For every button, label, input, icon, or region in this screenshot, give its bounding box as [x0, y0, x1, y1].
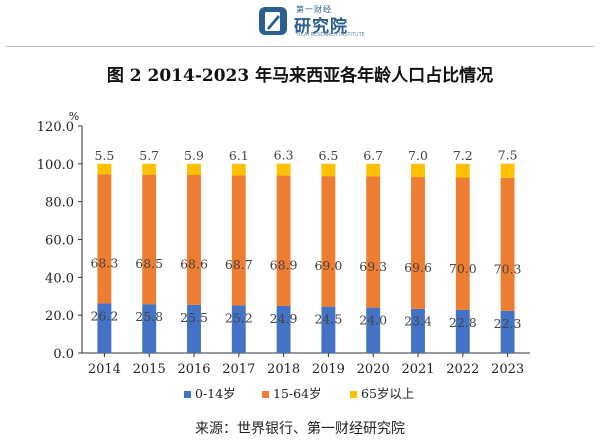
bar-segment	[500, 177, 515, 311]
bar-segment	[321, 306, 336, 353]
bar-segment	[276, 175, 291, 306]
bar-segment	[500, 163, 515, 178]
data-label: 68.9	[270, 257, 298, 272]
data-label: 7.2	[453, 148, 473, 163]
bar-segment	[455, 163, 470, 178]
y-tick-label: 40.0	[45, 271, 74, 286]
bar-segment	[411, 308, 425, 353]
data-label: 7.0	[408, 148, 428, 163]
data-label: 6.7	[363, 148, 383, 163]
bar-segment	[411, 163, 425, 178]
bar-segment	[276, 305, 291, 353]
logo-small-text: 第一财经	[296, 5, 332, 14]
legend-label: 15-64岁	[273, 386, 322, 401]
data-label: 69.0	[314, 258, 342, 273]
x-tick-label: 2014	[88, 362, 121, 377]
header-divider	[6, 46, 594, 47]
x-tick-label: 2021	[401, 362, 434, 377]
bar-segment	[276, 163, 291, 176]
stacked-bar-chart: 0.0 20.0 40.0 60.0 80.0 100.0 120.0% 26.2 68.3 5.…	[37, 110, 530, 401]
yicai-logo: 第一财经 研究院 YICAI RESEARCH INSTITUTE	[256, 2, 376, 40]
data-label: 24.9	[270, 311, 298, 326]
bar-segment	[411, 177, 425, 309]
data-label: 68.5	[135, 256, 163, 271]
y-unit-label: %	[69, 110, 79, 123]
notebook-pen-icon	[259, 7, 287, 35]
bar-segment	[500, 310, 515, 353]
data-label: 5.7	[139, 148, 159, 163]
data-label: 5.5	[94, 148, 114, 163]
bar-segment	[455, 177, 470, 310]
data-label: 68.3	[90, 255, 118, 270]
data-label: 68.6	[180, 256, 208, 271]
legend-label: 65岁以上	[361, 386, 414, 401]
data-label: 22.8	[449, 315, 477, 330]
data-label: 69.3	[359, 259, 387, 274]
data-label: 26.2	[90, 308, 118, 323]
y-tick-label: 120.0	[37, 120, 74, 135]
x-tick-label: 2017	[222, 362, 255, 377]
bar-segment	[97, 174, 112, 304]
y-tick-label: 80.0	[45, 196, 74, 211]
logo-sub-text: YICAI RESEARCH INSTITUTE	[296, 32, 365, 38]
bar-segment	[366, 163, 381, 177]
bar-segment	[231, 163, 246, 176]
x-tick-label: 2022	[446, 362, 479, 377]
data-label: 25.2	[225, 310, 253, 325]
source-note: 来源：世界银行、第一财经研究院	[195, 421, 405, 437]
bar-segment	[97, 163, 112, 175]
x-tick-label: 2016	[177, 362, 210, 377]
data-label: 7.5	[498, 148, 518, 163]
chart-title: 图 2 2014-2023 年马来西亚各年龄人口占比情况	[106, 66, 494, 86]
legend-swatch	[262, 391, 269, 398]
data-label: 25.8	[135, 309, 163, 324]
bar-segment	[321, 163, 336, 177]
data-label: 6.5	[318, 148, 338, 163]
data-label: 68.7	[225, 257, 253, 272]
y-tick-label: 20.0	[45, 309, 74, 324]
y-tick-label: 0.0	[53, 347, 74, 362]
data-label: 22.3	[494, 316, 522, 331]
y-tick-label: 100.0	[37, 158, 74, 173]
bar-segment	[187, 304, 201, 353]
logo-main-text: 研究院	[294, 17, 348, 37]
data-label: 5.9	[184, 148, 204, 163]
data-label: 25.5	[180, 310, 208, 325]
data-label: 69.6	[404, 260, 432, 275]
legend-label: 0-14岁	[195, 386, 236, 401]
x-tick-label: 2015	[133, 362, 166, 377]
legend-swatch	[184, 391, 191, 398]
bar-segment	[142, 174, 157, 305]
data-label: 70.3	[494, 262, 522, 277]
bar-segment	[187, 163, 201, 175]
bar-segment	[97, 303, 112, 353]
data-label: 24.5	[314, 312, 342, 327]
data-label: 70.0	[449, 261, 477, 276]
bar-segment	[231, 175, 246, 306]
x-tick-label: 2018	[267, 362, 300, 377]
data-label: 23.4	[404, 314, 432, 329]
x-tick-label: 2020	[357, 362, 390, 377]
data-label: 24.0	[359, 313, 387, 328]
bar-segment	[366, 307, 381, 353]
x-tick-label: 2019	[312, 362, 345, 377]
bar-segment	[366, 176, 381, 308]
bar-segment	[187, 174, 201, 305]
data-label: 6.1	[229, 148, 249, 163]
bar-segment	[142, 304, 157, 353]
x-tick-label: 2023	[491, 362, 524, 377]
bar-segment	[231, 305, 246, 353]
y-tick-label: 60.0	[45, 234, 74, 249]
bar-segment	[142, 163, 157, 175]
data-label: 6.3	[274, 148, 294, 163]
bar-segment	[321, 176, 336, 307]
bar-segment	[455, 309, 470, 353]
legend-swatch	[350, 391, 357, 398]
